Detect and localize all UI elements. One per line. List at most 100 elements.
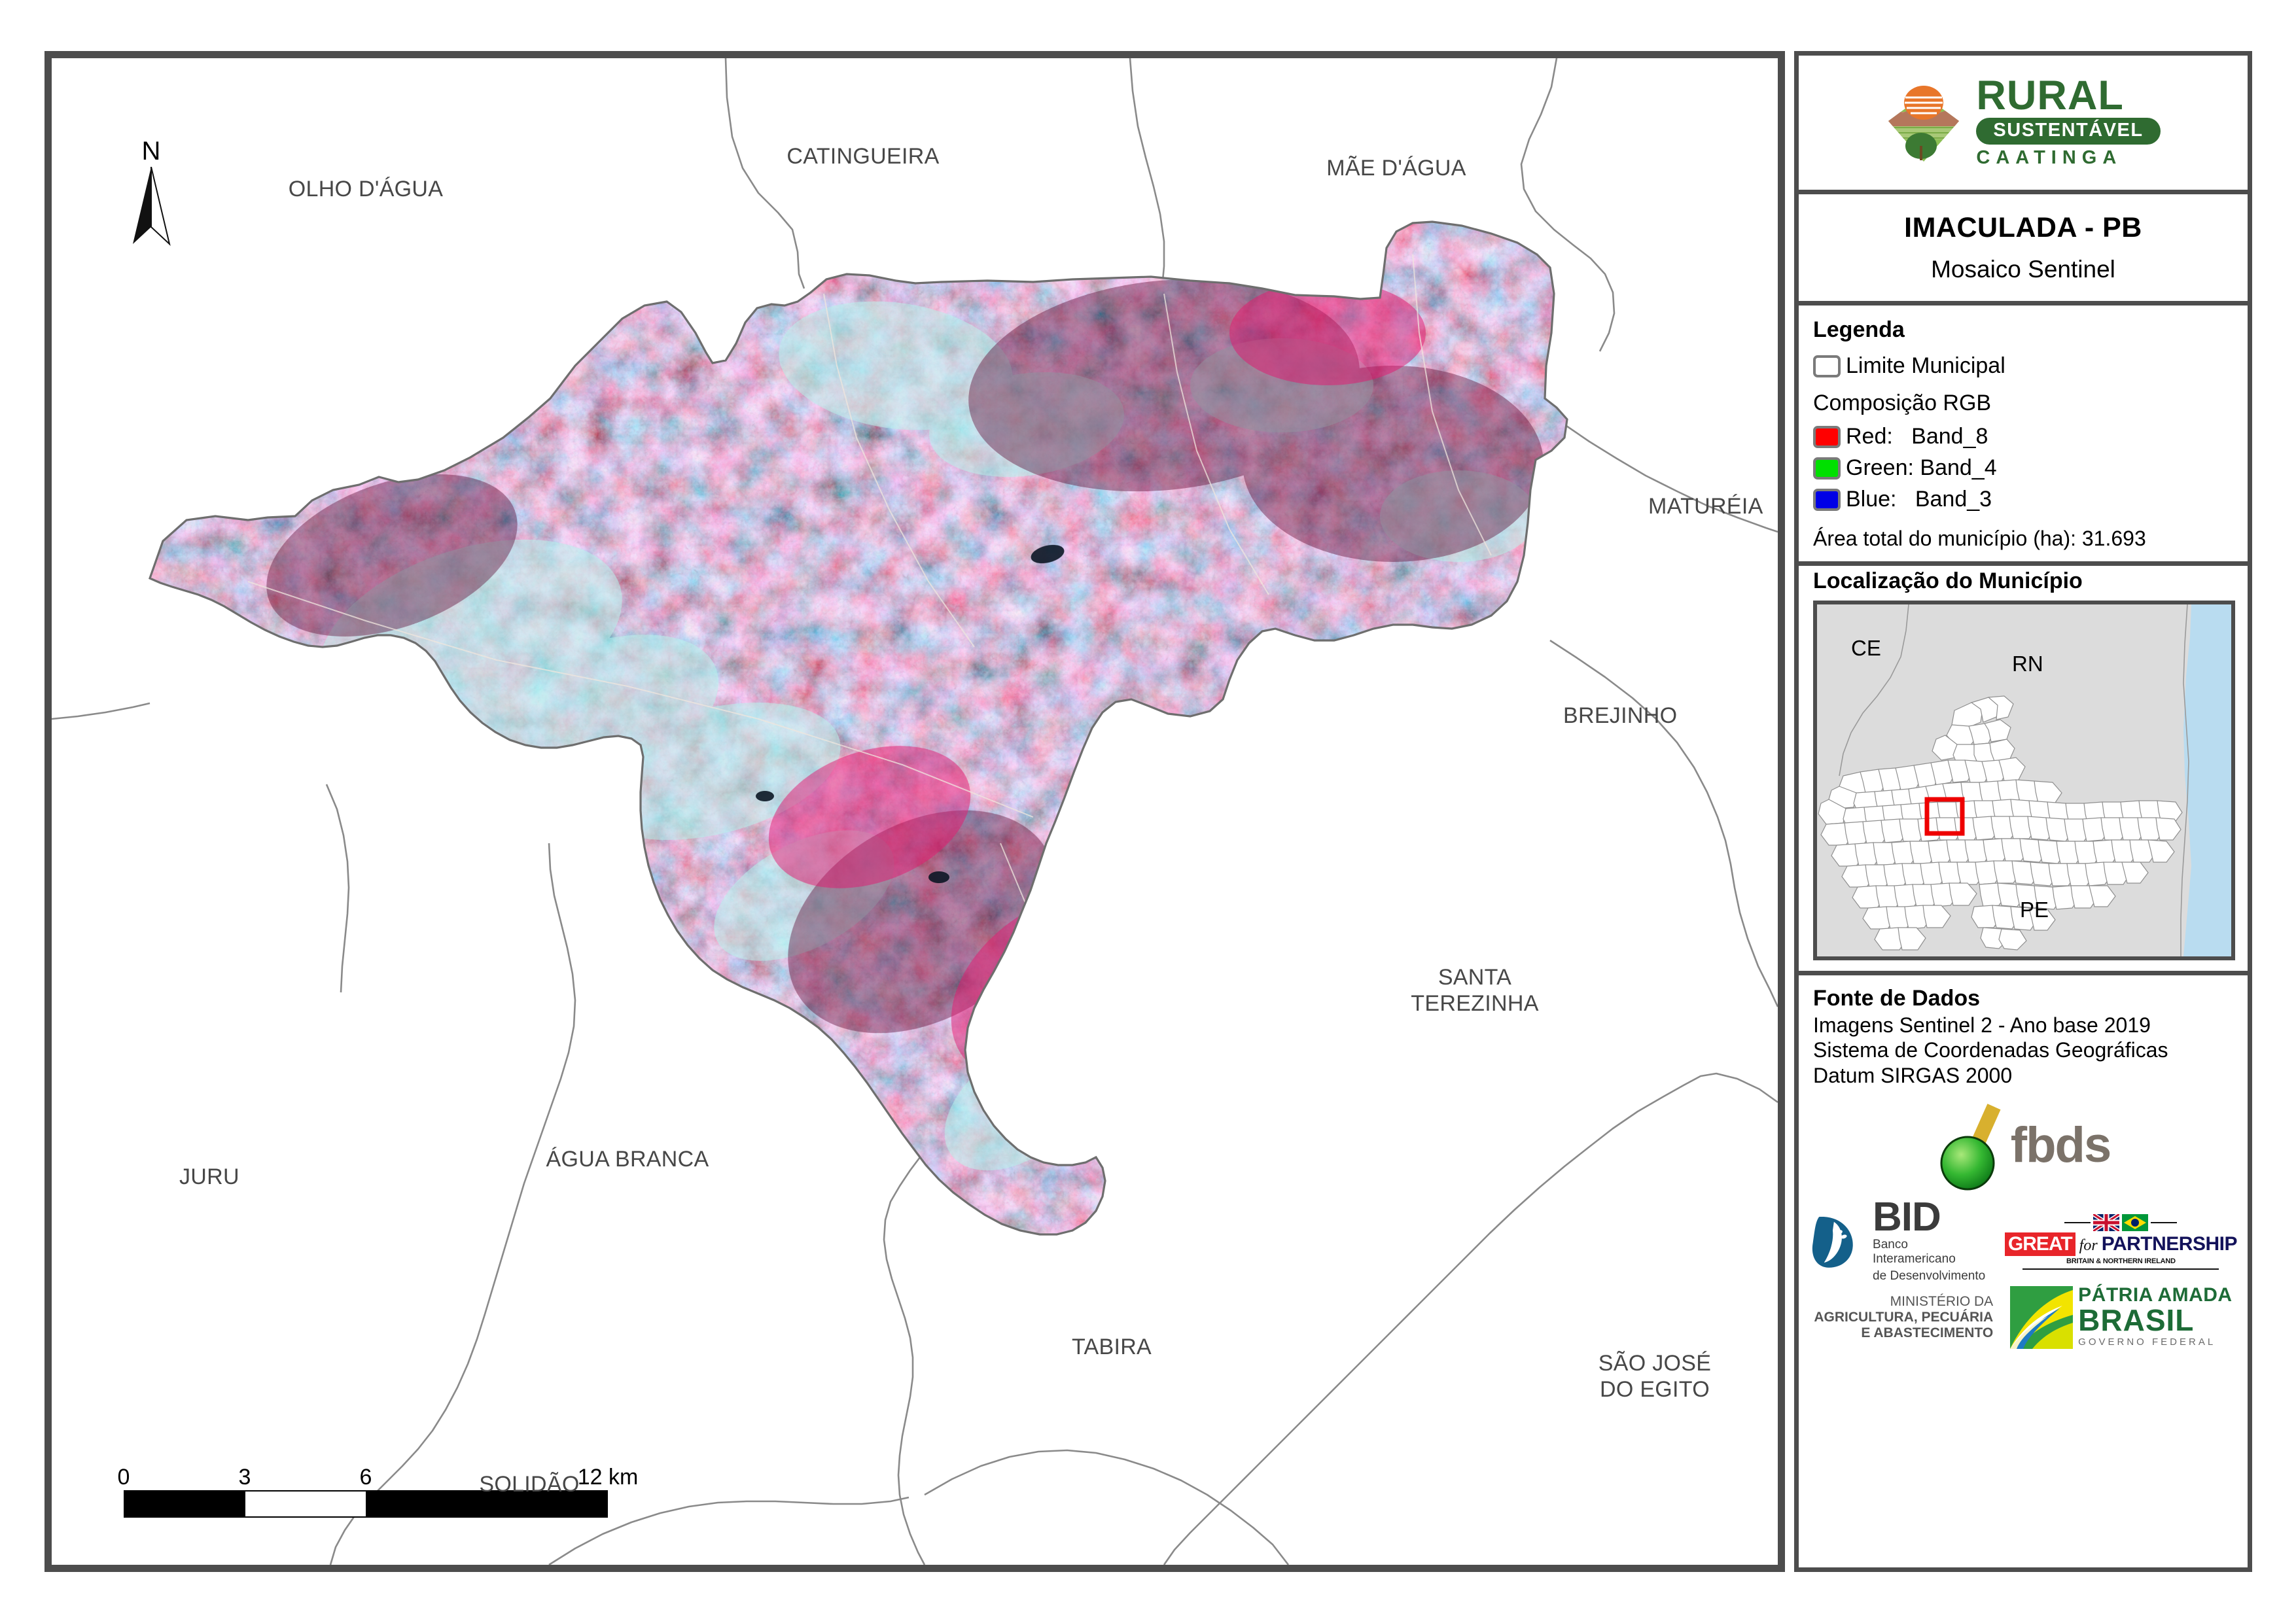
lon-tick <box>703 51 705 56</box>
legend-block: Legenda Limite Municipal Composição RGB … <box>1799 305 2248 566</box>
bid-line1: Banco Interamericano <box>1873 1237 1956 1266</box>
place-label: SOLIDÃO <box>479 1472 580 1497</box>
partner-logos: BID Banco Interamericano de Desenvolvime… <box>1799 1195 2248 1355</box>
fbds-logo: fbds <box>1799 1093 2248 1198</box>
lon-tick <box>126 51 128 56</box>
brand-line-rural: RURAL <box>1976 73 2124 119</box>
scale-tick-label: 12 km <box>577 1465 639 1490</box>
scale-bar-graphic <box>124 1490 608 1518</box>
scale-segment <box>366 1492 486 1516</box>
place-label: ÁGUA BRANCA <box>546 1147 709 1172</box>
great-badge: GREAT <box>2004 1232 2075 1256</box>
rgb-composition-heading: Composição RGB <box>1813 391 1992 415</box>
data-source-lines: Imagens Sentinel 2 - Ano base 2019 Sistem… <box>1813 1013 2234 1088</box>
lat-tick <box>44 858 49 861</box>
lon-tick <box>991 1567 993 1572</box>
place-label: OLHO D'ÁGUA <box>288 177 444 201</box>
place-label: TABIRA <box>1071 1335 1152 1359</box>
lon-tick <box>414 51 416 56</box>
mapa-line3: E ABASTECIMENTO <box>1861 1325 1994 1340</box>
place-label: MÃE D'ÁGUA <box>1326 156 1466 181</box>
place-label: CATINGUEIRA <box>786 144 940 169</box>
fbds-wordmark: fbds <box>2010 1117 2111 1174</box>
place-label: SÃO JOSÉ DO EGITO <box>1598 1351 1712 1403</box>
band-label: Green: Band_4 <box>1846 455 1997 480</box>
band-swatch-icon <box>1813 425 1841 448</box>
mapa-line2: AGRICULTURA, PECUÁRIA <box>1814 1309 1994 1325</box>
locator-state-label: RN <box>2012 652 2043 676</box>
place-label: SANTA TEREZINHA <box>1411 965 1539 1017</box>
locator-heading: Localização do Município <box>1813 568 2083 593</box>
data-source-line: Datum SIRGAS 2000 <box>1813 1063 2013 1087</box>
scale-tick-label: 3 <box>238 1465 251 1490</box>
north-arrow-icon: N <box>125 137 177 248</box>
scale-bar: 0 3 6 12 km <box>118 1463 639 1518</box>
band-label: Blue: Band_3 <box>1846 487 1992 512</box>
legend-item-band: Red: Band_8 <box>1813 424 2234 449</box>
scale-segment <box>486 1492 607 1516</box>
locator-map[interactable]: CE RN PE <box>1813 601 2235 960</box>
place-label: JURU <box>179 1164 239 1189</box>
scale-segment <box>125 1492 245 1516</box>
lat-tick <box>44 200 49 203</box>
bid-acronym: BID <box>1873 1195 1941 1240</box>
legend-item-band: Blue: Band_3 <box>1813 487 2234 512</box>
band-swatch-icon <box>1813 457 1841 480</box>
main-map-frame: 37°45'0"W37°45'0"W37°40'0"W37°40'0"W37°3… <box>44 51 1785 1572</box>
program-logo: RURAL SUSTENTÁVEL CAATINGA <box>1799 56 2248 194</box>
brasil-line2: BRASIL <box>2078 1303 2195 1338</box>
boundary-swatch-icon <box>1813 355 1841 377</box>
scale-tick-label: 6 <box>359 1465 372 1490</box>
lon-tick <box>703 1567 705 1572</box>
locator-state-label: CE <box>1851 636 1881 660</box>
brasil-mark-icon <box>2010 1285 2074 1349</box>
rgb-band-rows: Red: Band_8 Green: Band_4 Blue: Band_3 <box>1813 424 2234 512</box>
great-for: for <box>2079 1236 2098 1254</box>
data-source-line: Imagens Sentinel 2 - Ano base 2019 <box>1813 1013 2151 1037</box>
scale-bar-labels: 0 3 6 12 km <box>118 1463 639 1490</box>
governo-federal-logo: PÁTRIA AMADA BRASIL GOVERNO FEDERAL <box>2010 1285 2232 1349</box>
bid-line2: de Desenvolvimento <box>1873 1268 1986 1283</box>
north-arrow-label: N <box>141 137 161 166</box>
legend-item-boundary: Limite Municipal <box>1813 353 2234 379</box>
great-flags <box>2064 1213 2178 1231</box>
locator-block: Localização do Município <box>1799 566 2248 975</box>
brazil-flag-icon <box>2122 1213 2149 1231</box>
map-side-panel: RURAL SUSTENTÁVEL CAATINGA IMACULADA - P… <box>1794 51 2252 1572</box>
bid-mark-icon <box>1812 1217 1853 1268</box>
lon-tick <box>414 1567 416 1572</box>
band-swatch-icon <box>1813 488 1841 511</box>
municipality-title: IMACULADA - PB <box>1904 212 2142 243</box>
data-source-line: Sistema de Coordenadas Geográficas <box>1813 1038 2168 1062</box>
neighbour-boundaries <box>52 58 1778 1565</box>
band-label: Red: Band_8 <box>1846 424 1988 449</box>
great-subtitle: BRITAIN & NORTHERN IRELAND <box>2066 1257 2176 1265</box>
boundary-label: Limite Municipal <box>1846 353 2005 378</box>
locator-state-label: PE <box>2020 898 2049 922</box>
map-canvas[interactable] <box>52 58 1778 1565</box>
great-partnership: PARTNERSHIP <box>2101 1232 2238 1255</box>
data-source-block: Fonte de Dados Imagens Sentinel 2 - Ano … <box>1799 975 2248 1093</box>
bid-logo: BID Banco Interamericano de Desenvolvime… <box>1809 1195 1988 1283</box>
legend-heading: Legenda <box>1813 317 1905 342</box>
total-area-label: Área total do município (ha): 31.693 <box>1813 527 2146 550</box>
brasil-line1: PÁTRIA AMADA <box>2078 1284 2233 1306</box>
lon-tick <box>1279 51 1282 56</box>
mapa-ministry-logo: MINISTÉRIO DA AGRICULTURA, PECUÁRIA E AB… <box>1814 1294 1993 1341</box>
lon-tick <box>991 51 993 56</box>
place-label: BREJINHO <box>1563 703 1678 728</box>
great-partnership-logo: GREAT for PARTNERSHIP BRITAIN & NORTHERN… <box>2004 1213 2238 1270</box>
brasil-line3: GOVERNO FEDERAL <box>2078 1336 2216 1348</box>
scale-segment <box>245 1492 366 1516</box>
place-label: MATURÉIA <box>1648 494 1763 519</box>
scale-tick-label: 0 <box>117 1465 130 1490</box>
legend-item-band: Green: Band_4 <box>1813 455 2234 481</box>
uk-flag-icon <box>2093 1213 2120 1231</box>
fbds-mark-icon <box>1940 1104 2001 1191</box>
mapa-line1: MINISTÉRIO DA <box>1890 1293 1994 1309</box>
data-source-heading: Fonte de Dados <box>1813 986 1981 1011</box>
map-title-block: IMACULADA - PB Mosaico Sentinel <box>1799 194 2248 305</box>
brand-line-caatinga: CAATINGA <box>1976 147 2123 168</box>
lat-tick <box>44 1187 49 1190</box>
